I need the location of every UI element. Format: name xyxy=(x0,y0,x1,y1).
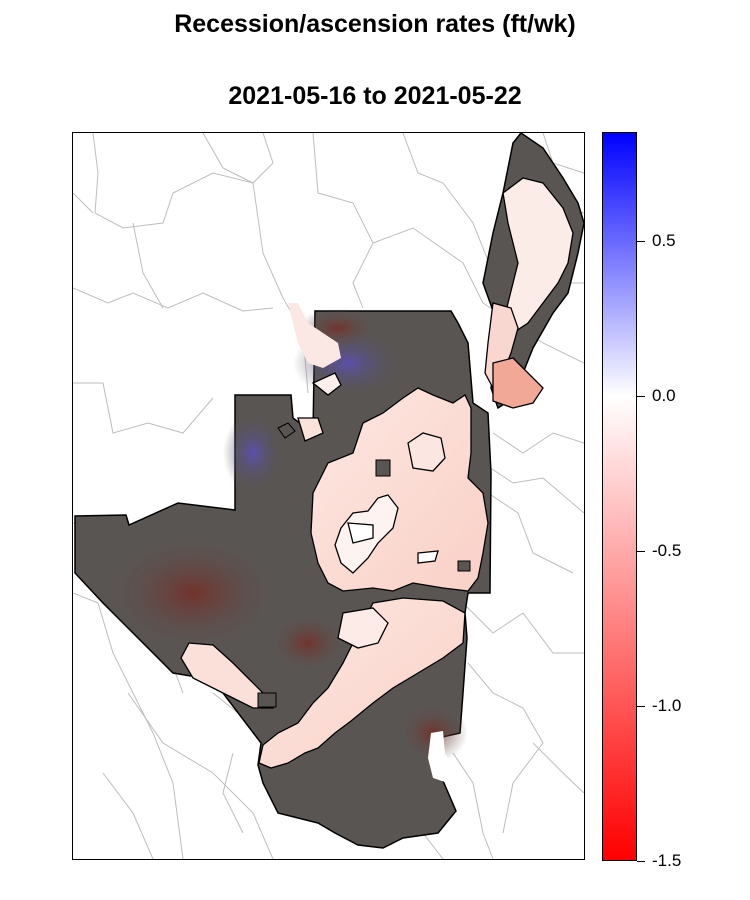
legend-tick-mark xyxy=(637,861,645,862)
legend-tick-label: -1.5 xyxy=(652,851,682,870)
map-title: Recession/ascension rates (ft/wk) xyxy=(174,10,576,38)
map-canvas xyxy=(73,133,584,859)
legend-tick-mark xyxy=(637,706,645,707)
rate-pale-areas xyxy=(180,177,574,769)
excluded-notch xyxy=(428,731,453,783)
map-panel xyxy=(72,132,585,860)
legend-tick-mark xyxy=(637,396,645,397)
legend-tick-label: -1.0 xyxy=(652,696,682,715)
masked-holes xyxy=(257,422,471,708)
legend-tick-label: -0.5 xyxy=(652,541,682,560)
legend-tick-mark xyxy=(637,241,645,242)
map-subtitle: 2021-05-16 to 2021-05-22 xyxy=(228,82,522,110)
color-scale-bar xyxy=(602,132,637,861)
legend-tick-label: 0.0 xyxy=(652,386,676,405)
legend-tick-mark xyxy=(637,551,645,552)
legend-tick-label: 0.5 xyxy=(652,231,676,250)
